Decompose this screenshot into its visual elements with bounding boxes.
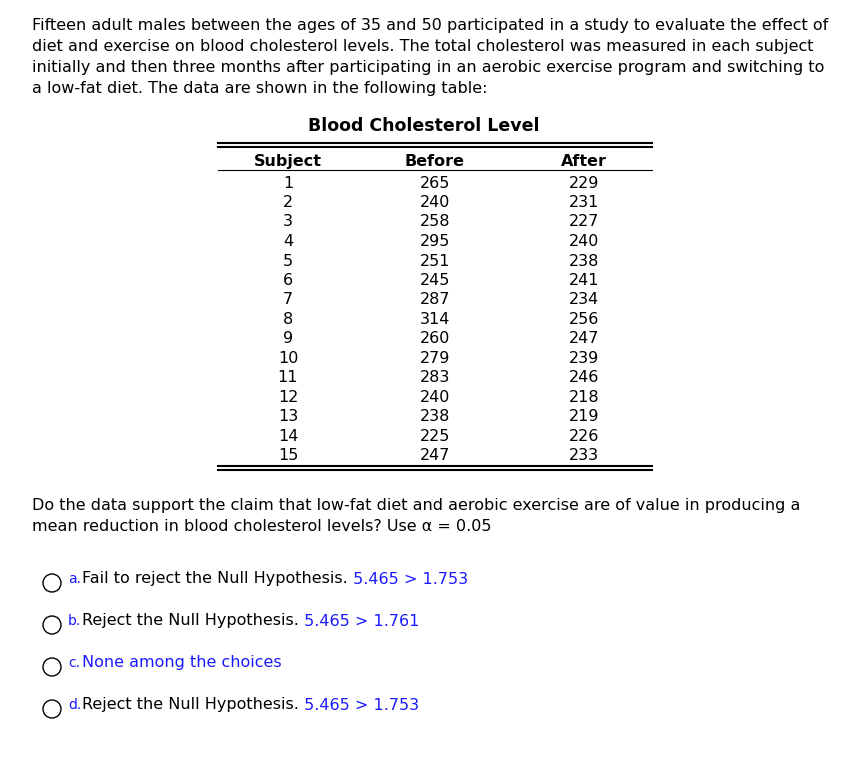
Text: 233: 233: [569, 448, 599, 464]
Text: Before: Before: [405, 154, 465, 169]
Text: Blood Cholesterol Level: Blood Cholesterol Level: [308, 117, 540, 135]
Text: 5: 5: [283, 254, 293, 268]
Text: 283: 283: [419, 370, 450, 386]
Text: a low-fat diet. The data are shown in the following table:: a low-fat diet. The data are shown in th…: [32, 81, 487, 96]
Text: Do the data support the claim that low-fat diet and aerobic exercise are of valu: Do the data support the claim that low-f…: [32, 498, 801, 513]
Text: a.: a.: [68, 572, 81, 586]
Text: 238: 238: [569, 254, 599, 268]
Text: 7: 7: [283, 292, 293, 308]
Text: 260: 260: [419, 332, 450, 346]
Text: 6: 6: [283, 273, 293, 288]
Text: 219: 219: [569, 410, 599, 424]
Text: c.: c.: [68, 656, 80, 670]
Text: 229: 229: [569, 175, 599, 190]
Text: 247: 247: [419, 448, 450, 464]
Text: 287: 287: [419, 292, 450, 308]
Text: 12: 12: [278, 390, 298, 405]
Text: 279: 279: [419, 351, 450, 366]
Text: 240: 240: [569, 234, 599, 249]
Text: 14: 14: [278, 429, 298, 444]
Text: 238: 238: [419, 410, 450, 424]
Text: b.: b.: [68, 614, 82, 628]
Text: Fifteen adult males between the ages of 35 and 50 participated in a study to eva: Fifteen adult males between the ages of …: [32, 18, 829, 33]
Text: 9: 9: [283, 332, 293, 346]
Text: 295: 295: [419, 234, 450, 249]
Text: 314: 314: [419, 312, 450, 327]
Text: 8: 8: [283, 312, 293, 327]
Text: 11: 11: [278, 370, 298, 386]
Text: 240: 240: [419, 195, 450, 210]
Text: 226: 226: [569, 429, 599, 444]
Text: 265: 265: [419, 175, 450, 190]
Text: 231: 231: [569, 195, 599, 210]
Text: 5.465 > 1.753: 5.465 > 1.753: [299, 697, 419, 713]
Text: 225: 225: [419, 429, 450, 444]
Text: 1: 1: [283, 175, 293, 190]
Text: Fail to reject the Null Hypothesis.: Fail to reject the Null Hypothesis.: [82, 571, 348, 587]
Text: 10: 10: [278, 351, 298, 366]
Text: 13: 13: [278, 410, 298, 424]
Text: mean reduction in blood cholesterol levels? Use α = 0.05: mean reduction in blood cholesterol leve…: [32, 519, 492, 534]
Text: initially and then three months after participating in an aerobic exercise progr: initially and then three months after pa…: [32, 60, 824, 75]
Text: 256: 256: [569, 312, 599, 327]
Text: 234: 234: [569, 292, 599, 308]
Text: 247: 247: [569, 332, 599, 346]
Text: Reject the Null Hypothesis.: Reject the Null Hypothesis.: [82, 697, 299, 713]
Text: 3: 3: [283, 214, 293, 230]
Text: None among the choices: None among the choices: [82, 656, 282, 670]
Text: 2: 2: [283, 195, 293, 210]
Text: 251: 251: [419, 254, 450, 268]
Text: 218: 218: [569, 390, 599, 405]
Text: Reject the Null Hypothesis.: Reject the Null Hypothesis.: [82, 614, 299, 628]
Text: 246: 246: [569, 370, 599, 386]
Text: After: After: [561, 154, 607, 169]
Text: 4: 4: [283, 234, 293, 249]
Text: d.: d.: [68, 698, 82, 712]
Text: 241: 241: [569, 273, 599, 288]
Text: 227: 227: [569, 214, 599, 230]
Text: 5.465 > 1.753: 5.465 > 1.753: [348, 571, 468, 587]
Text: 15: 15: [278, 448, 298, 464]
Text: diet and exercise on blood cholesterol levels. The total cholesterol was measure: diet and exercise on blood cholesterol l…: [32, 39, 813, 54]
Text: 245: 245: [419, 273, 450, 288]
Text: 258: 258: [419, 214, 450, 230]
Text: Subject: Subject: [254, 154, 322, 169]
Text: 240: 240: [419, 390, 450, 405]
Text: 5.465 > 1.761: 5.465 > 1.761: [299, 614, 419, 628]
Text: 239: 239: [569, 351, 599, 366]
